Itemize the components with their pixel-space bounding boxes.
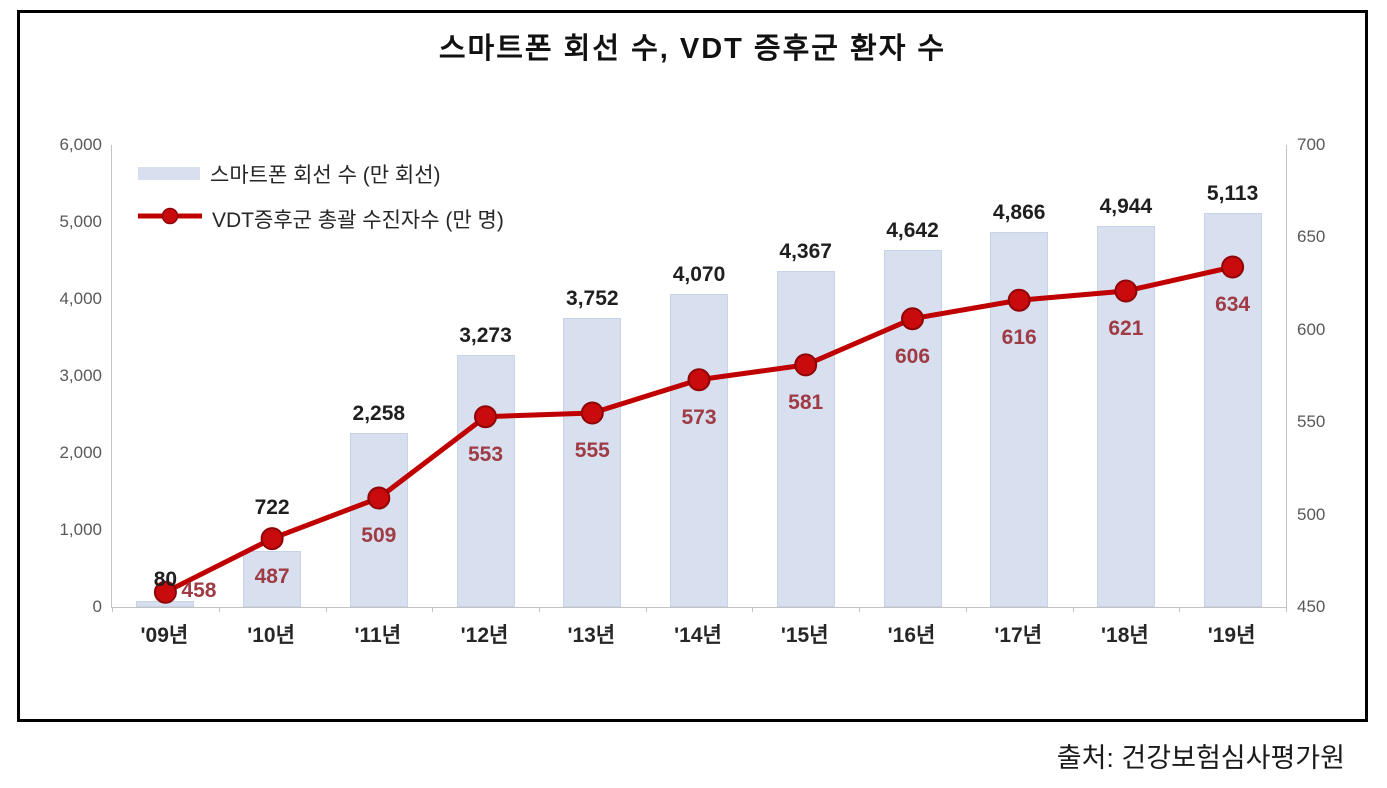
x-axis-tick: [325, 607, 327, 612]
x-axis-tick: [645, 607, 647, 612]
left-axis-tick-label: 4,000: [59, 289, 102, 308]
bar-value-label: 4,642: [886, 218, 939, 242]
x-axis-tick: [1072, 607, 1074, 612]
legend-item-vdt-patients: VDT증후군 총괄 수진자수 (만 명): [138, 196, 504, 241]
line-marker: [153, 580, 177, 604]
bar: [243, 551, 302, 607]
line-series-swatch-icon: [138, 204, 202, 233]
x-axis-tick: [1286, 607, 1287, 612]
x-axis-tick: [538, 607, 540, 612]
x-axis-category-label: '17년: [994, 624, 1043, 647]
right-axis-tick-label: 600: [1297, 319, 1326, 339]
bar-value-label: 4,070: [672, 262, 726, 286]
bar: [563, 318, 622, 607]
bar-value-label: 3,273: [459, 324, 512, 347]
right-axis-tick-label: 500: [1297, 504, 1326, 524]
x-axis-category-label: '10년: [247, 624, 295, 647]
left-axis-tick-label: 1,000: [59, 520, 102, 539]
x-axis-category-label: '09년: [140, 624, 189, 647]
bar: [1203, 213, 1262, 607]
bar-value-label: 4,944: [1099, 195, 1153, 219]
x-axis-category-label: '18년: [1101, 624, 1149, 647]
left-axis-tick-label: 5,000: [59, 212, 102, 231]
x-axis-category-label: '14년: [674, 624, 722, 647]
line-value-label: 606: [894, 344, 931, 368]
line-marker: [687, 368, 711, 392]
chart-title: 스마트폰 회선 수, VDT 증후군 환자 수: [438, 33, 947, 65]
line-value-label: 634: [1215, 293, 1251, 316]
x-axis-tick: [432, 607, 434, 612]
line-value-label: 581: [788, 390, 824, 414]
bar: [1096, 226, 1155, 607]
bar: [670, 293, 728, 607]
bar-value-label: 5,113: [1206, 182, 1259, 206]
chart-frame: 스마트폰 회선 수, VDT 증후군 환자 수 80 722 2,258 3,273 3…: [17, 10, 1368, 722]
right-axis-tick-label: 450: [1297, 597, 1326, 616]
x-axis-category-label: '12년: [460, 624, 509, 647]
line-value-label: 509: [361, 524, 397, 547]
bar-value-label: 3,752: [566, 287, 619, 311]
legend: 스마트폰 회선 수 (만 회선) VDT증후군 총괄 수진자수 (만 명): [138, 151, 504, 241]
line-value-label: 458: [181, 579, 217, 603]
line-value-label: 616: [1001, 326, 1037, 350]
bar-value-label: 4,866: [992, 201, 1046, 225]
bar: [990, 232, 1049, 607]
vdt-line-series: [153, 255, 1245, 604]
x-axis-tick: [112, 607, 113, 612]
x-axis-category-label: '16년: [887, 624, 936, 647]
x-axis-category-label: '19년: [1207, 624, 1256, 647]
x-axis-category-label: '11년: [354, 624, 402, 647]
bar-value-label: 722: [254, 495, 290, 519]
x-axis-tick: [752, 607, 754, 612]
left-axis-tick-label: 6,000: [59, 135, 102, 154]
legend-label: VDT증후군 총괄 수진자수 (만 명): [212, 208, 504, 232]
legend-item-smartphone-lines: 스마트폰 회선 수 (만 회선): [138, 151, 504, 196]
left-axis-tick-label: 0: [92, 597, 102, 616]
line-marker: [580, 401, 604, 425]
bar-series-swatch-icon: [138, 167, 200, 180]
line-marker: [794, 353, 818, 377]
line-value-label: 621: [1108, 317, 1144, 340]
line-marker: [474, 405, 497, 429]
x-axis-category-label: '13년: [567, 624, 616, 647]
left-axis-tick-label: 3,000: [59, 366, 102, 385]
line-value-label: 573: [681, 405, 717, 429]
plot-area: 80 722 2,258 3,273 3,752 4,070 4,367 4,642 4,866…: [111, 145, 1287, 612]
line-marker: [1221, 255, 1245, 279]
line-value-label: 555: [574, 439, 610, 462]
line-marker: [260, 527, 284, 551]
bar-value-label: 4,367: [779, 239, 832, 263]
right-axis-tick-label: 550: [1297, 412, 1326, 432]
bar-value-label: 80: [153, 567, 178, 591]
line-marker: [1007, 288, 1031, 312]
bar-value-label: 2,258: [352, 402, 406, 426]
source-text: 출처: 건강보험심사평가원: [1056, 743, 1345, 773]
legend-label: 스마트폰 회선 수 (만 회선): [210, 163, 441, 187]
line-swatch-graphic: [138, 207, 202, 225]
line-marker: [1114, 279, 1138, 303]
x-axis-category-label: '15년: [780, 624, 829, 647]
line-value-label: 487: [254, 564, 290, 588]
right-axis-tick-label: 700: [1297, 135, 1326, 154]
right-axis-tick-label: 650: [1297, 227, 1326, 247]
x-axis-tick: [859, 607, 861, 612]
x-axis-tick: [218, 607, 220, 612]
line-value-label: 553: [467, 442, 504, 466]
line-marker: [367, 486, 391, 510]
left-axis-tick-label: 2,000: [59, 443, 102, 462]
bar: [349, 433, 408, 607]
x-axis-tick: [965, 607, 967, 612]
line-marker: [901, 307, 924, 331]
bar: [776, 270, 835, 607]
bar: [456, 355, 515, 607]
x-axis-tick: [1179, 607, 1181, 612]
